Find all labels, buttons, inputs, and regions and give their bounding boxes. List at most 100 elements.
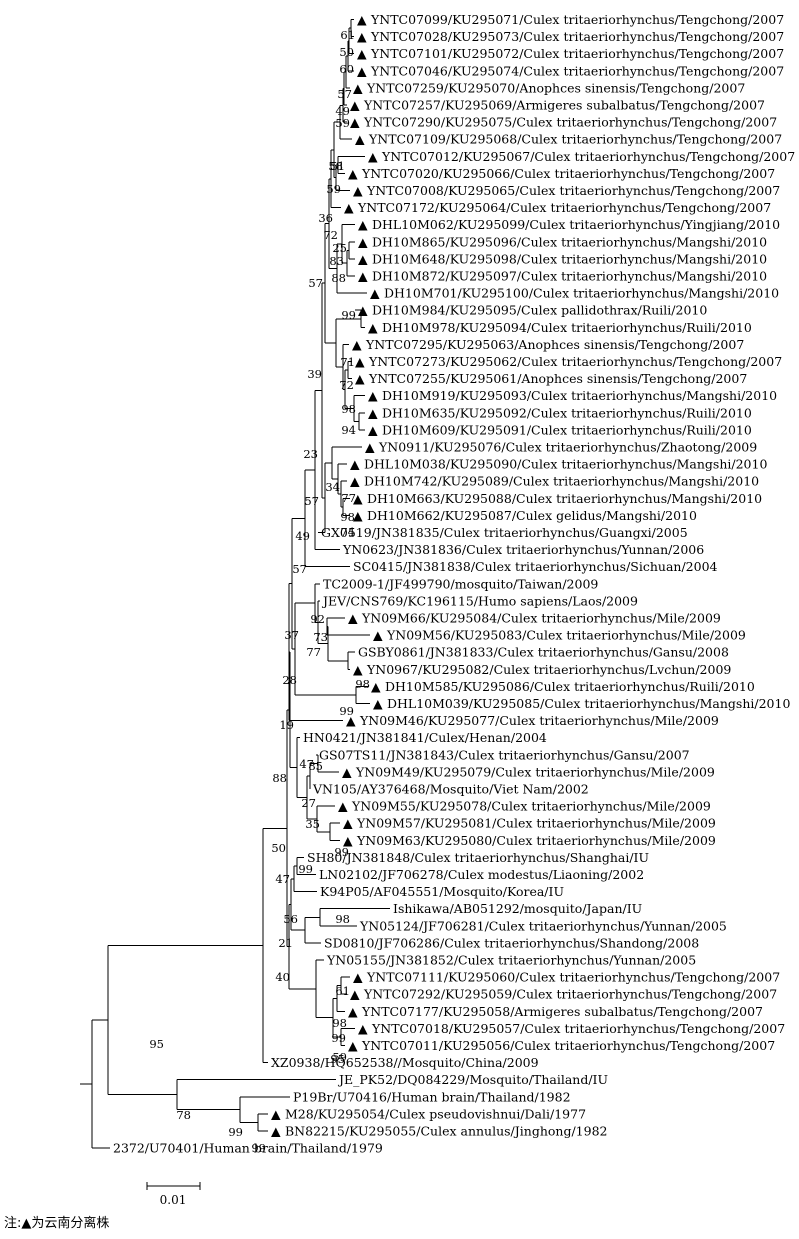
yunnan-isolate-marker: ▲ xyxy=(350,98,360,113)
leaf-label: YNTC07011/KU295056/Culex tritaeriorhynch… xyxy=(361,1038,775,1053)
yunnan-isolate-marker: ▲ xyxy=(368,320,378,335)
leaf-label: YN0967/KU295082/Culex tritaeriorhynchus/… xyxy=(366,662,731,677)
yunnan-isolate-marker: ▲ xyxy=(343,833,353,848)
leaf-label: YNTC07290/KU295075/Culex tritaeriorhynch… xyxy=(363,115,777,130)
bootstrap-value: 47 xyxy=(299,757,314,771)
bootstrap-value: 51 xyxy=(330,159,345,173)
leaf-label: YN09M66/KU295084/Culex tritaeriorhynchus… xyxy=(361,611,721,626)
leaf-label: LN02102/JF706278/Culex modestus/Liaoning… xyxy=(319,867,644,882)
leaf-label: YNTC07020/KU295066/Culex tritaeriorhynch… xyxy=(361,166,775,181)
bootstrap-value: 27 xyxy=(301,796,316,810)
bootstrap-value: 98 xyxy=(332,1016,347,1030)
leaf-label: YN09M46/KU295077/Culex tritaeriorhynchus… xyxy=(359,713,719,728)
yunnan-isolate-marker: ▲ xyxy=(348,611,358,626)
leaf-label: SC0415/JN381838/Culex tritaeriorhynchus/… xyxy=(353,559,718,574)
leaf-label: YNTC07255/KU295061/Anophces sinensis/Ten… xyxy=(368,371,747,386)
yunnan-isolate-marker: ▲ xyxy=(338,799,348,814)
leaf-label: BN82215/KU295055/Culex annulus/Jinghong/… xyxy=(285,1124,607,1139)
bootstrap-value: 61 xyxy=(340,28,355,42)
yunnan-isolate-marker: ▲ xyxy=(355,354,365,369)
leaf-label: TC2009-1/JF499790/mosquito/Taiwan/2009 xyxy=(323,576,598,591)
bootstrap-value: 23 xyxy=(303,447,318,461)
bootstrap-value: 50 xyxy=(339,45,354,59)
leaf-label: YNTC07099/KU295071/Culex tritaeriorhynch… xyxy=(370,12,784,27)
leaf-label: JE_PK52/DQ084229/Mosquito/Thailand/IU xyxy=(337,1072,608,1087)
yunnan-isolate-marker: ▲ xyxy=(355,371,365,386)
yunnan-isolate-marker: ▲ xyxy=(350,457,360,472)
bootstrap-value: 83 xyxy=(329,254,344,268)
leaf-label: DH10M585/KU295086/Culex tritaeriorhynchu… xyxy=(385,679,755,694)
leaf-label: YNTC07101/KU295072/Culex tritaeriorhynch… xyxy=(370,46,784,61)
leaf-label: DH10M648/KU295098/Culex tritaeriorhynchu… xyxy=(372,251,767,266)
leaf-label: M28/KU295054/Culex pseudovishnui/Dali/19… xyxy=(285,1106,586,1121)
bootstrap-value: 37 xyxy=(284,628,299,642)
bootstrap-value: 35 xyxy=(305,817,320,831)
bootstrap-value: 71 xyxy=(340,355,355,369)
leaf-label: YNTC07008/KU295065/Culex tritaeriorhynch… xyxy=(366,183,780,198)
bootstrap-value: 99 xyxy=(334,845,349,859)
leaf-label: VN105/AY376468/Mosquito/Viet Nam/2002 xyxy=(312,782,589,797)
bootstrap-value: 36 xyxy=(318,211,333,225)
bootstrap-values: 6150605749595158593672258388579971723998… xyxy=(149,28,370,1155)
leaf-label: YNTC07292/KU295059/Culex tritaeriorhynch… xyxy=(363,987,777,1002)
bootstrap-value: 57 xyxy=(304,494,319,508)
yunnan-isolate-marker: ▲ xyxy=(358,251,368,266)
leaf-label: DH10M662/KU295087/Culex gelidus/Mangshi/… xyxy=(367,508,697,523)
yunnan-isolate-marker: ▲ xyxy=(348,1004,358,1019)
leaf-label: YNTC07257/KU295069/Armigeres subalbatus/… xyxy=(363,98,765,113)
leaf-label: DH10M872/KU295097/Culex tritaeriorhynchu… xyxy=(372,269,767,284)
bootstrap-value: 95 xyxy=(149,1037,164,1051)
yunnan-isolate-marker: ▲ xyxy=(353,662,363,677)
leaf-label: GSBY0861/JN381833/Culex tritaeriorhynchu… xyxy=(358,645,729,660)
bootstrap-value: 77 xyxy=(341,491,356,505)
leaf-label: YN05124/JF706281/Culex tritaeriorhynchus… xyxy=(359,918,727,933)
leaf-label: YNTC07109/KU295068/Culex tritaeriorhynch… xyxy=(368,132,782,147)
tree-leaf-labels: ▲ YNTC07099/KU295071/Culex tritaeriorhync… xyxy=(113,12,795,1156)
bootstrap-value: 25 xyxy=(332,241,347,255)
bootstrap-value: 19 xyxy=(279,718,294,732)
leaf-label: YNTC07172/KU295064/Culex tritaeriorhynch… xyxy=(357,200,771,215)
yunnan-isolate-marker: ▲ xyxy=(353,491,363,506)
leaf-label: YNTC07018/KU295057/Culex tritaeriorhynch… xyxy=(371,1021,785,1036)
bootstrap-value: 98 xyxy=(341,402,356,416)
yunnan-isolate-marker: ▲ xyxy=(350,987,360,1002)
yunnan-isolate-marker: ▲ xyxy=(358,234,368,249)
leaf-label: YNTC07111/KU295060/Culex tritaeriorhynch… xyxy=(366,970,780,985)
yunnan-isolate-marker: ▲ xyxy=(348,166,358,181)
bootstrap-value: 57 xyxy=(292,562,307,576)
yunnan-isolate-marker: ▲ xyxy=(368,405,378,420)
leaf-label: DHL10M039/KU295085/Culex tritaeriorhynch… xyxy=(387,696,790,711)
yunnan-isolate-marker: ▲ xyxy=(357,12,367,27)
leaf-label: YNTC07046/KU295074/Culex tritaeriorhynch… xyxy=(370,63,784,78)
bootstrap-value: 77 xyxy=(306,645,321,659)
bootstrap-value: 49 xyxy=(295,529,310,543)
bootstrap-value: 39 xyxy=(307,367,322,381)
yunnan-isolate-marker: ▲ xyxy=(352,337,362,352)
yunnan-isolate-marker: ▲ xyxy=(271,1124,281,1139)
yunnan-isolate-marker: ▲ xyxy=(371,679,381,694)
yunnan-isolate-marker: ▲ xyxy=(370,286,380,301)
yunnan-isolate-marker: ▲ xyxy=(357,46,367,61)
yunnan-isolate-marker: ▲ xyxy=(350,115,360,130)
yunnan-isolate-marker: ▲ xyxy=(358,269,368,284)
leaf-label: YN09M56/KU295083/Culex tritaeriorhynchus… xyxy=(386,628,746,643)
leaf-label: DH10M609/KU295091/Culex tritaeriorhynchu… xyxy=(382,422,752,437)
yunnan-isolate-marker: ▲ xyxy=(342,764,352,779)
leaf-label: SD0810/JF706286/Culex tritaeriorhynchus/… xyxy=(324,935,699,950)
yunnan-isolate-marker: ▲ xyxy=(368,388,378,403)
bootstrap-value: 59 xyxy=(335,116,350,130)
leaf-label: YN09M49/KU295079/Culex tritaeriorhynchus… xyxy=(355,764,715,779)
yunnan-isolate-marker: ▲ xyxy=(357,63,367,78)
bootstrap-value: 99 xyxy=(341,308,356,322)
bootstrap-value: 72 xyxy=(323,228,338,242)
yunnan-isolate-marker: ▲ xyxy=(353,508,363,523)
bootstrap-value: 92 xyxy=(310,612,325,626)
bootstrap-value: 61 xyxy=(335,984,350,998)
leaf-label: GX0519/JN381835/Culex tritaeriorhynchus/… xyxy=(321,525,688,540)
bootstrap-value: 88 xyxy=(272,771,287,785)
leaf-label: DH10M635/KU295092/Culex tritaeriorhynchu… xyxy=(382,405,752,420)
yunnan-isolate-marker: ▲ xyxy=(348,1038,358,1053)
yunnan-isolate-marker: ▲ xyxy=(358,303,368,318)
leaf-label: YN09M57/KU295081/Culex tritaeriorhynchus… xyxy=(356,816,716,831)
leaf-label: DH10M663/KU295088/Culex tritaeriorhynchu… xyxy=(367,491,762,506)
